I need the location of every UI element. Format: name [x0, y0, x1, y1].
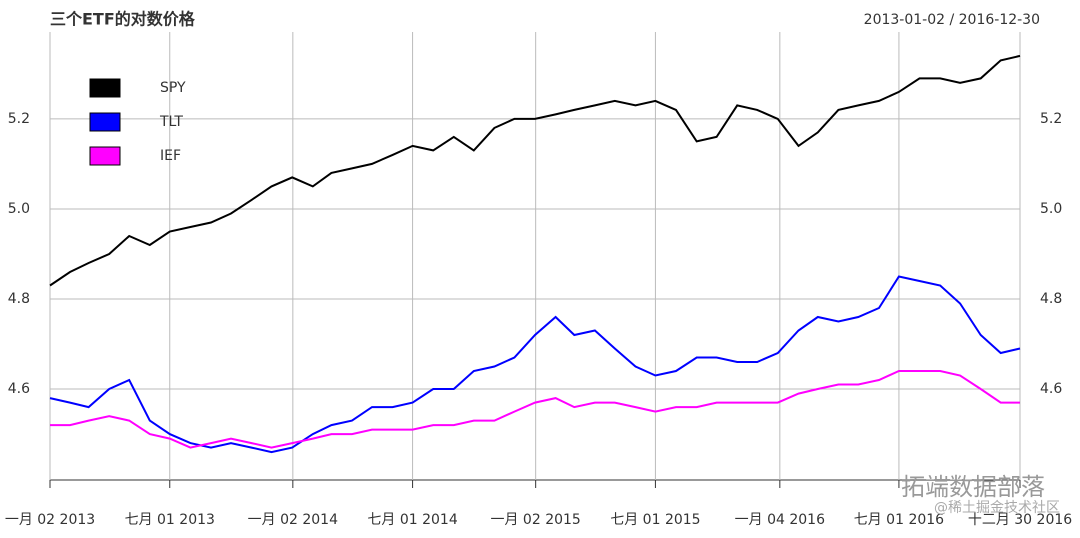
date-range: 2013-01-02 / 2016-12-30 — [864, 12, 1040, 28]
x-tick-label: 七月 01 2014 — [367, 512, 457, 528]
watermark: 拓端数据部落 — [901, 473, 1045, 501]
y-tick-label: 4.8 — [8, 291, 30, 307]
legend-swatch — [89, 146, 121, 166]
y-tick-label-right: 5.2 — [1040, 111, 1062, 127]
x-tick-label: 一月 02 2014 — [248, 512, 338, 528]
y-tick-label: 4.6 — [8, 381, 30, 397]
series-line — [49, 275, 1021, 454]
x-tick-label: 一月 02 2013 — [5, 512, 95, 528]
series-line — [50, 370, 1020, 449]
y-tick-label: 5.2 — [8, 111, 30, 127]
x-tick-label: 七月 01 2013 — [125, 512, 215, 528]
legend-label: IEF — [160, 148, 181, 164]
x-tick-label: 一月 04 2016 — [735, 512, 825, 528]
legend-swatch — [89, 112, 121, 132]
legend-label: TLT — [159, 114, 183, 130]
x-tick-label: 七月 01 2016 — [854, 512, 944, 528]
x-tick-label: 七月 01 2015 — [610, 512, 700, 528]
series-line — [49, 54, 1021, 287]
chart-title: 三个ETF的对数价格 — [50, 10, 196, 29]
credit: @稀土掘金技术社区 — [934, 500, 1060, 516]
y-tick-label-right: 5.0 — [1040, 201, 1062, 217]
legend-label: SPY — [160, 80, 186, 96]
y-tick-label-right: 4.8 — [1040, 291, 1062, 307]
x-tick-label: 十二月 30 2016 — [968, 512, 1072, 528]
legend-swatch — [89, 78, 121, 98]
y-tick-label-right: 4.6 — [1040, 381, 1062, 397]
x-tick-label: 一月 02 2015 — [490, 512, 580, 528]
y-tick-label: 5.0 — [8, 201, 30, 217]
